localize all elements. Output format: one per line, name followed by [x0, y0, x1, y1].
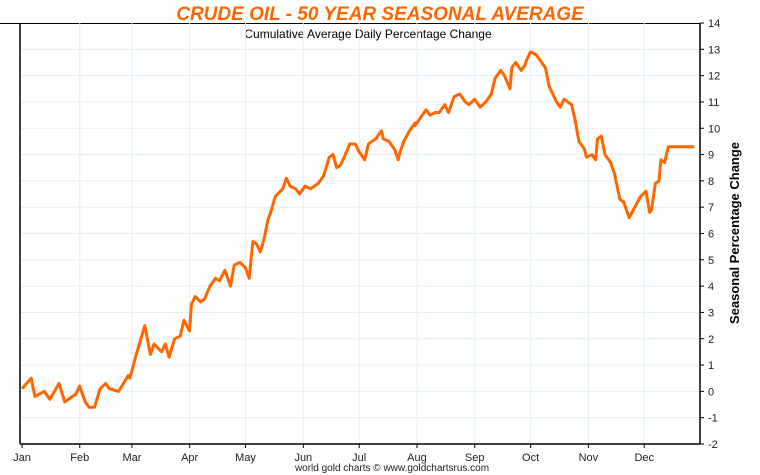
y-tick-label: 5 — [708, 255, 714, 267]
y-tick-label: 12 — [708, 71, 720, 83]
chart-subtitle: Cumulative Average Daily Percentage Chan… — [244, 27, 492, 41]
y-tick-label: 1 — [708, 360, 714, 372]
x-tick-label: Dec — [634, 452, 654, 464]
y-tick-label: 11 — [708, 97, 719, 109]
y-tick-label: 3 — [708, 307, 714, 319]
x-tick-label: Nov — [579, 452, 599, 464]
y-tick-label: -2 — [708, 439, 718, 451]
x-tick-label: Mar — [122, 452, 141, 464]
y-tick-label: 9 — [708, 150, 714, 162]
x-tick-label: May — [235, 452, 256, 464]
y-tick-label: 4 — [708, 281, 714, 293]
x-tick-label: Oct — [522, 452, 539, 464]
x-tick-label: Sep — [465, 452, 485, 464]
y-tick-label: 2 — [708, 334, 714, 346]
x-axis-ticks: Jan Feb Mar Apr May Jun Jul Aug Sep Oct Nov Dec — [13, 444, 655, 464]
x-tick-label: Jul — [352, 452, 366, 464]
y-axis-label: Seasonal Percentage Change — [727, 142, 742, 324]
x-tick-label: Jun — [294, 452, 312, 464]
gridlines — [20, 23, 700, 444]
x-tick-label: Feb — [70, 452, 89, 464]
chart-title: CRUDE OIL - 50 YEAR SEASONAL AVERAGE — [176, 4, 585, 25]
credit-text: world gold charts © www.goldchartsrus.co… — [294, 463, 489, 474]
y-tick-label: 7 — [708, 202, 714, 214]
x-tick-label: Aug — [407, 452, 427, 464]
x-tick-label: Apr — [181, 452, 198, 464]
y-tick-label: -1 — [708, 413, 718, 425]
y-tick-label: 0 — [708, 386, 714, 398]
y-tick-label: 6 — [708, 229, 714, 241]
y-tick-label: 10 — [708, 123, 720, 135]
y-tick-label: 13 — [708, 44, 720, 56]
y-tick-label: 14 — [708, 18, 720, 30]
series-line — [20, 50, 695, 409]
y-tick-label: 8 — [708, 176, 714, 188]
x-tick-label: Jan — [13, 452, 31, 464]
